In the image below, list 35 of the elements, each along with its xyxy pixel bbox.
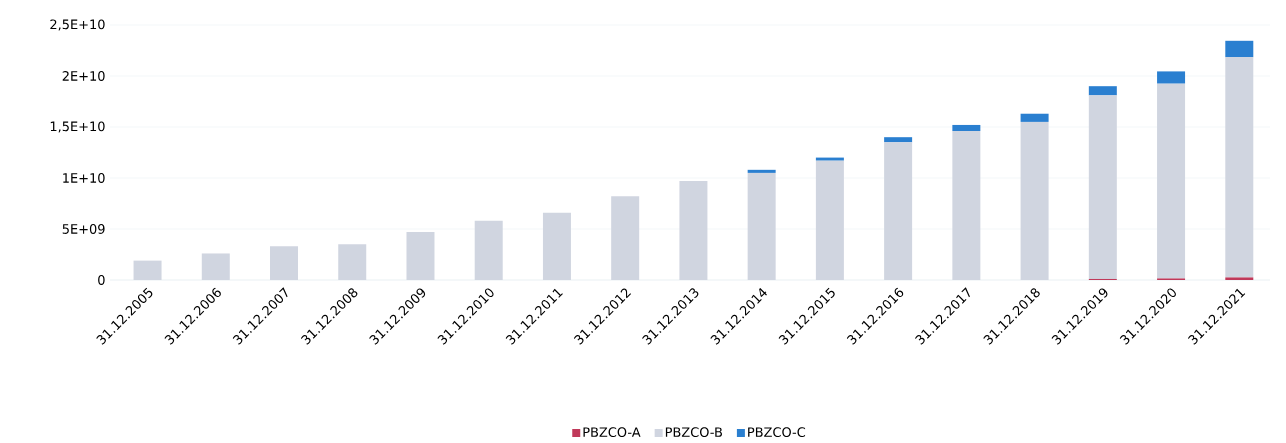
legend-label: PBZCO-B [665,427,722,438]
bar [952,131,981,280]
bar [542,212,571,280]
bar [1020,121,1049,280]
bar [406,232,435,280]
bar [884,142,913,280]
bar [815,160,844,280]
bar [815,157,844,161]
bar [338,244,367,280]
bar [474,220,503,280]
bar [1157,71,1186,84]
bar [1225,277,1254,280]
bar [747,169,776,173]
y-tick-label: 2E+10 [62,71,105,81]
bar [1020,113,1049,122]
bar [1157,83,1186,279]
legend-label: PBZCO-A [583,427,641,438]
bar [679,181,708,280]
bar [1088,95,1117,279]
bar [611,196,640,280]
bar [747,172,776,280]
y-tick-label: 0 [98,275,105,285]
bar [1225,57,1254,278]
bar [1225,40,1254,58]
bar [884,137,913,143]
legend-label: PBZCO-C [748,427,806,438]
y-tick-label: 5E+09 [62,224,105,234]
bar [1088,86,1117,96]
bar [133,260,162,280]
bar [952,124,981,132]
y-tick-label: 2,5E+10 [50,19,105,31]
bar [201,253,230,280]
bar [270,246,299,280]
y-tick-label: 1E+10 [63,173,105,183]
y-tick-label: 1,5E+10 [50,121,105,133]
